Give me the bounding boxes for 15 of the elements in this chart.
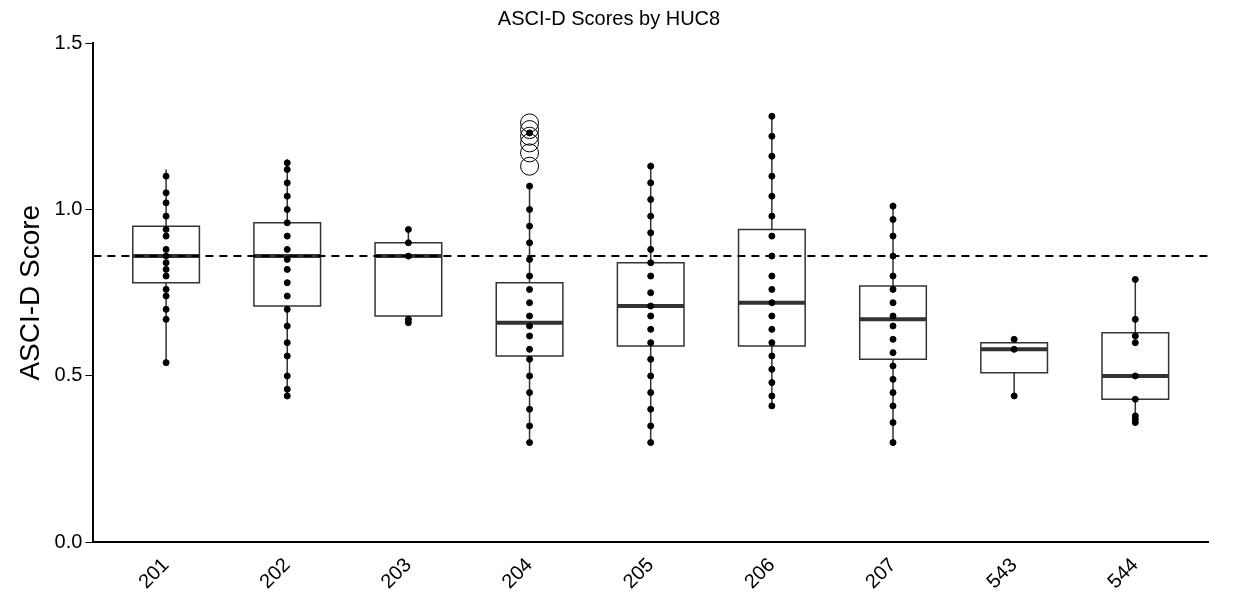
y-tick-label: 0.0 [54,529,83,552]
y-tick-label: 1.5 [54,30,83,53]
y-tick-label: 1.0 [54,196,83,219]
x-tick-label: 201 [133,553,173,593]
x-tick-label: 206 [739,553,779,593]
x-tick-label: 543 [981,553,1021,593]
x-tick-label: 544 [1102,553,1143,593]
x-tick-label: 205 [618,553,658,593]
x-tick-label: 202 [254,553,294,593]
y-axis-title: ASCI-D Score [13,204,45,381]
x-tick-label: 204 [497,553,537,593]
x-tick-label: 203 [375,553,416,593]
chart-title: ASCI-D Scores by HUC8 [497,6,721,29]
x-tick-label: 207 [860,553,900,593]
y-tick-label: 0.5 [54,363,83,386]
